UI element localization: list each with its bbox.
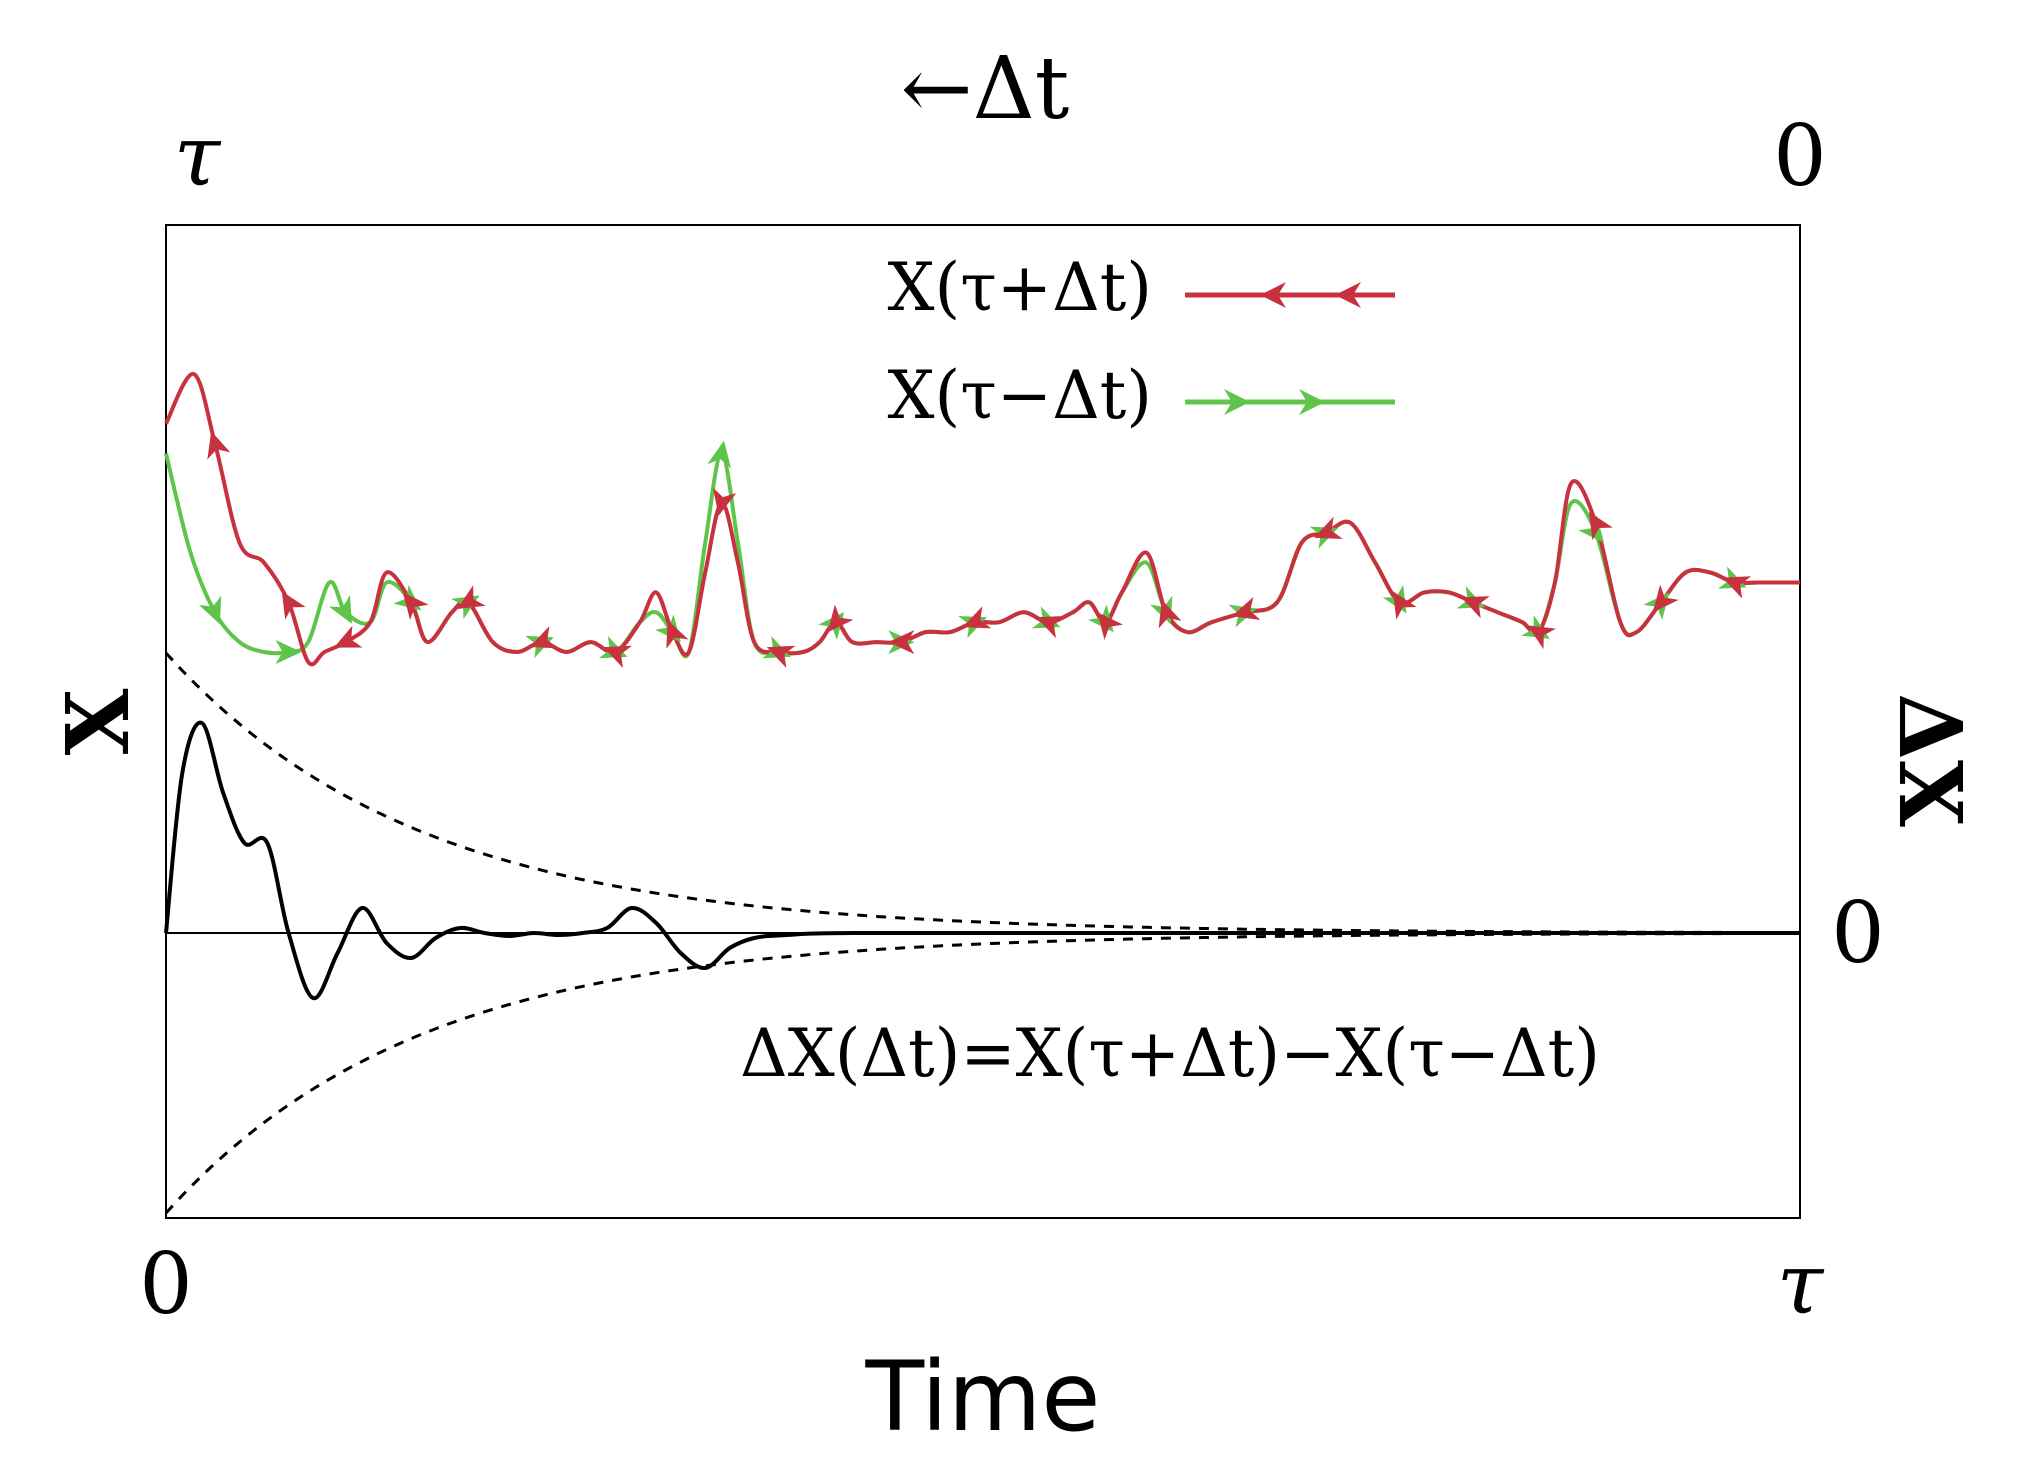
- legend-label-green: X(τ−Δt): [888, 357, 1152, 434]
- legend-arrow-red-2: [1335, 282, 1361, 308]
- y-axis-label-left: X: [48, 688, 149, 755]
- legend-arrow-green-2: [1299, 389, 1325, 415]
- red-arrow: [1527, 625, 1556, 650]
- x-axis-label: Time: [865, 1341, 1101, 1453]
- series-x-tau-plus-dt: [164, 372, 1800, 667]
- red-arrow: [402, 592, 429, 620]
- red-arrow: [1722, 576, 1752, 599]
- x-tick-tau: τ: [1777, 1235, 1825, 1333]
- red-arrow: [712, 487, 737, 516]
- arrows-red: [207, 431, 1752, 669]
- red-arrow: [1314, 516, 1343, 540]
- green-arrow: [707, 440, 732, 469]
- top-tick-right: 0: [1773, 107, 1826, 205]
- red-arrow: [457, 585, 486, 610]
- red-arrow: [1652, 584, 1679, 613]
- green-arrow: [198, 595, 222, 625]
- red-arrow: [666, 620, 689, 649]
- red-arrow: [1588, 511, 1613, 541]
- envelope-upper: [164, 651, 1800, 935]
- red-arrow: [766, 645, 796, 669]
- red-arrow: [333, 625, 363, 648]
- legend-arrow-red-1: [1260, 282, 1286, 308]
- x-tick-0: 0: [139, 1235, 192, 1333]
- red-arrow: [962, 606, 992, 629]
- y-axis-label-right: ΔX: [1879, 693, 1980, 827]
- red-arrow: [827, 604, 854, 633]
- red-arrow: [281, 591, 306, 620]
- legend-label-red: X(τ+Δt): [888, 249, 1152, 326]
- red-arrow: [1036, 615, 1065, 639]
- delta-formula: ΔX(Δt)=X(τ+Δt)−X(τ−Δt): [740, 1015, 1600, 1092]
- red-arrow: [603, 645, 632, 669]
- plot-frame: [165, 224, 1801, 1219]
- red-arrow: [1231, 597, 1261, 621]
- red-arrow: [1392, 591, 1417, 620]
- top-axis-label: ←Δt: [901, 39, 1070, 139]
- red-arrow: [529, 626, 559, 649]
- right-tick-0: 0: [1831, 884, 1884, 982]
- red-arrow: [1158, 599, 1182, 629]
- red-arrow: [888, 630, 915, 655]
- green-arrow: [275, 640, 302, 664]
- legend-arrow-green-1: [1224, 389, 1250, 415]
- red-arrow: [1461, 596, 1490, 619]
- arrows-green: [198, 440, 1747, 664]
- red-arrow: [207, 431, 231, 460]
- red-arrow: [1097, 612, 1124, 640]
- top-tick-left: τ: [174, 107, 222, 205]
- legend: X(τ+Δt) X(τ−Δt): [888, 249, 1395, 434]
- series-delta-x: [164, 720, 1800, 1000]
- green-arrow: [328, 595, 352, 624]
